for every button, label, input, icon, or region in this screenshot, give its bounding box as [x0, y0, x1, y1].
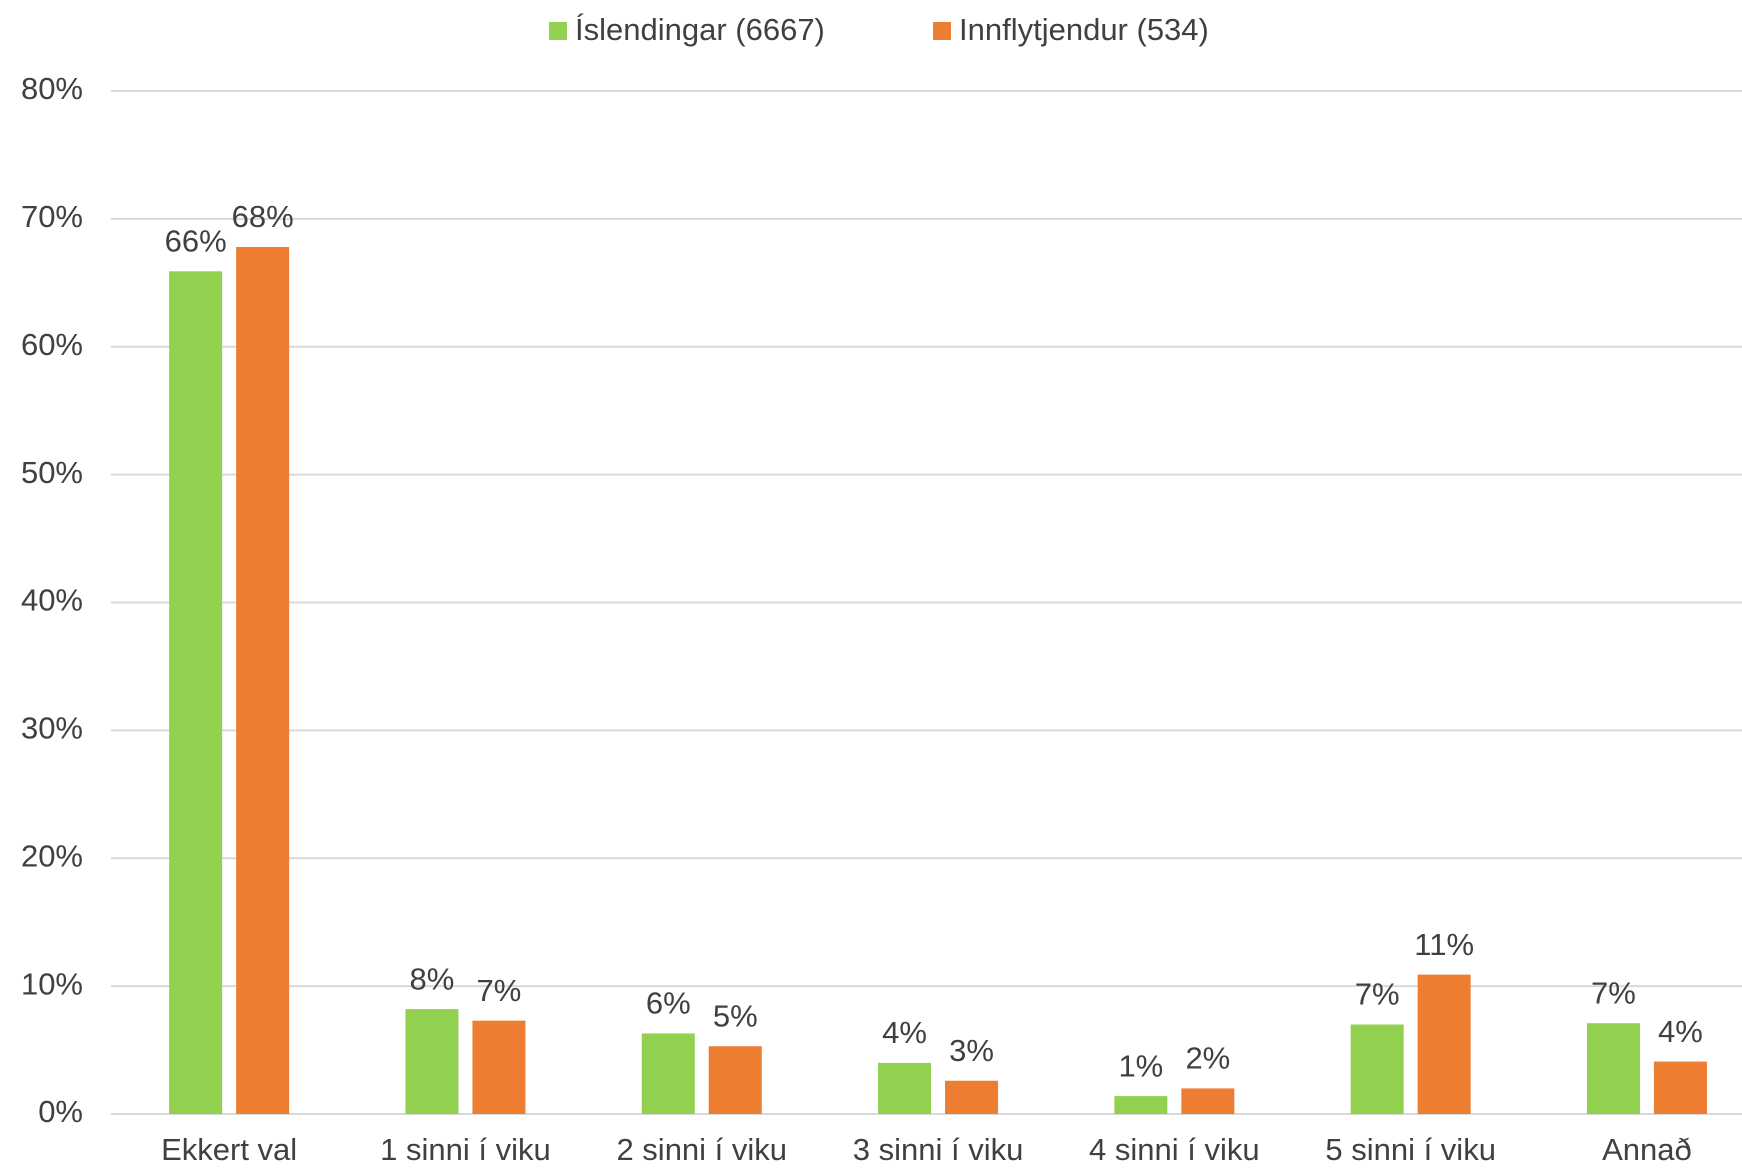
y-tick-label: 0% [38, 1094, 83, 1129]
data-label: 4% [882, 1015, 927, 1050]
x-tick-label: 3 sinni í viku [853, 1132, 1024, 1167]
legend-label: Íslendingar (6667) [575, 12, 825, 47]
data-label: 5% [713, 998, 758, 1033]
data-label: 2% [1185, 1041, 1230, 1076]
data-label: 68% [232, 199, 294, 234]
bar [169, 271, 223, 1115]
y-tick-label: 20% [21, 838, 83, 873]
bar [1417, 974, 1471, 1114]
data-label: 66% [165, 223, 227, 258]
x-tick-label: Annað [1602, 1132, 1692, 1167]
x-tick-label: 5 sinni í viku [1325, 1132, 1496, 1167]
bar [1586, 1023, 1640, 1114]
data-label: 4% [1658, 1014, 1703, 1049]
y-tick-label: 70% [21, 199, 83, 234]
x-tick-label: 2 sinni í viku [616, 1132, 787, 1167]
y-tick-label: 50% [21, 455, 83, 490]
data-label: 7% [1355, 977, 1400, 1012]
bar [236, 247, 290, 1114]
data-label: 6% [646, 986, 691, 1021]
x-tick-label: Ekkert val [161, 1132, 297, 1167]
y-tick-label: 30% [21, 711, 83, 746]
bar [878, 1062, 932, 1114]
bar [472, 1020, 526, 1114]
data-label: 7% [477, 973, 522, 1008]
legend-swatch [933, 22, 951, 40]
bar [945, 1080, 999, 1114]
data-label: 3% [949, 1033, 994, 1068]
bar [1114, 1096, 1168, 1114]
x-tick-label: 1 sinni í viku [380, 1132, 551, 1167]
data-label: 7% [1591, 975, 1636, 1010]
legend-swatch [549, 22, 567, 40]
y-tick-label: 80% [21, 71, 83, 106]
data-label: 8% [410, 961, 455, 996]
bar [641, 1033, 695, 1114]
y-tick-label: 10% [21, 966, 83, 1001]
legend-label: Innflytjendur (534) [959, 12, 1209, 47]
data-label: 11% [1414, 927, 1474, 962]
bar [405, 1009, 459, 1114]
bar [1350, 1024, 1404, 1114]
bar [1181, 1088, 1235, 1114]
x-tick-label: 4 sinni í viku [1089, 1132, 1260, 1167]
data-label: 1% [1118, 1048, 1163, 1083]
bar [1653, 1061, 1707, 1114]
y-tick-label: 40% [21, 583, 83, 618]
bar [708, 1046, 762, 1114]
y-tick-label: 60% [21, 327, 83, 362]
